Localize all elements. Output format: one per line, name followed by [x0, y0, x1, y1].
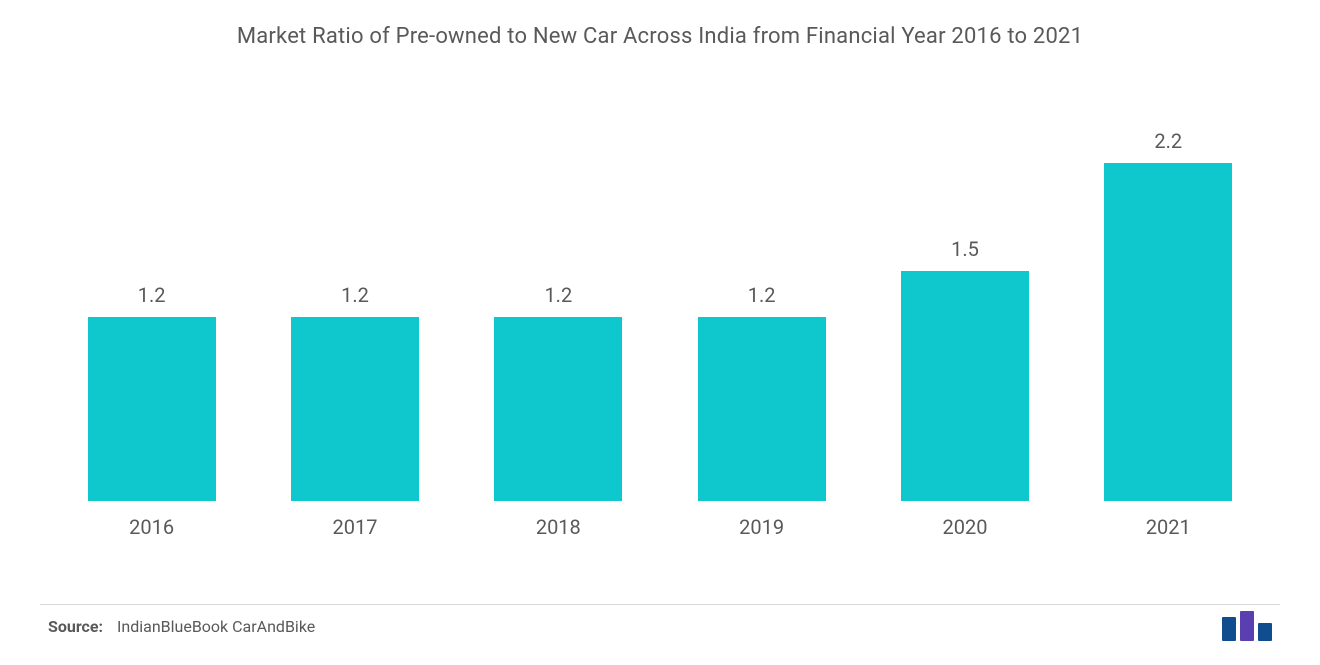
- bar-value-label: 1.2: [544, 283, 572, 307]
- bar-value-label: 2.2: [1154, 129, 1182, 153]
- x-axis-label: 2016: [129, 515, 174, 539]
- x-axis-label: 2020: [942, 515, 987, 539]
- logo-bar-icon: [1222, 617, 1236, 641]
- source-text: IndianBlueBook CarAndBike: [117, 617, 315, 636]
- bar-group: 1.5 2020: [863, 109, 1066, 539]
- bar-value-label: 1.5: [951, 237, 979, 261]
- bar-group: 1.2 2018: [457, 109, 660, 539]
- bar: [1104, 163, 1232, 501]
- bar-group: 2.2 2021: [1067, 109, 1270, 539]
- logo-bar-icon: [1258, 623, 1272, 641]
- chart-footer: Source: IndianBlueBook CarAndBike: [48, 611, 1272, 641]
- chart-title: Market Ratio of Pre-owned to New Car Acr…: [40, 24, 1280, 49]
- bar-group: 1.2 2016: [50, 109, 253, 539]
- bar: [901, 271, 1029, 501]
- bar-value-label: 1.2: [748, 283, 776, 307]
- source-label: Source:: [48, 617, 103, 636]
- footer-divider: [40, 604, 1280, 605]
- bar-value-label: 1.2: [341, 283, 369, 307]
- bar: [291, 317, 419, 501]
- source-line: Source: IndianBlueBook CarAndBike: [48, 617, 315, 636]
- logo-bar-icon: [1240, 611, 1254, 641]
- bar-group: 1.2 2017: [253, 109, 456, 539]
- x-axis-label: 2018: [536, 515, 581, 539]
- x-axis-label: 2017: [333, 515, 378, 539]
- bar-value-label: 1.2: [138, 283, 166, 307]
- x-axis-label: 2019: [739, 515, 784, 539]
- chart-container: Market Ratio of Pre-owned to New Car Acr…: [0, 0, 1320, 665]
- plot-area: 1.2 2016 1.2 2017 1.2 2018 1.2 2019 1.5 2020 2.2 20…: [40, 69, 1280, 539]
- brand-logo: [1222, 611, 1272, 641]
- bar: [698, 317, 826, 501]
- bar: [88, 317, 216, 501]
- x-axis-label: 2021: [1146, 515, 1191, 539]
- bar: [494, 317, 622, 501]
- bar-group: 1.2 2019: [660, 109, 863, 539]
